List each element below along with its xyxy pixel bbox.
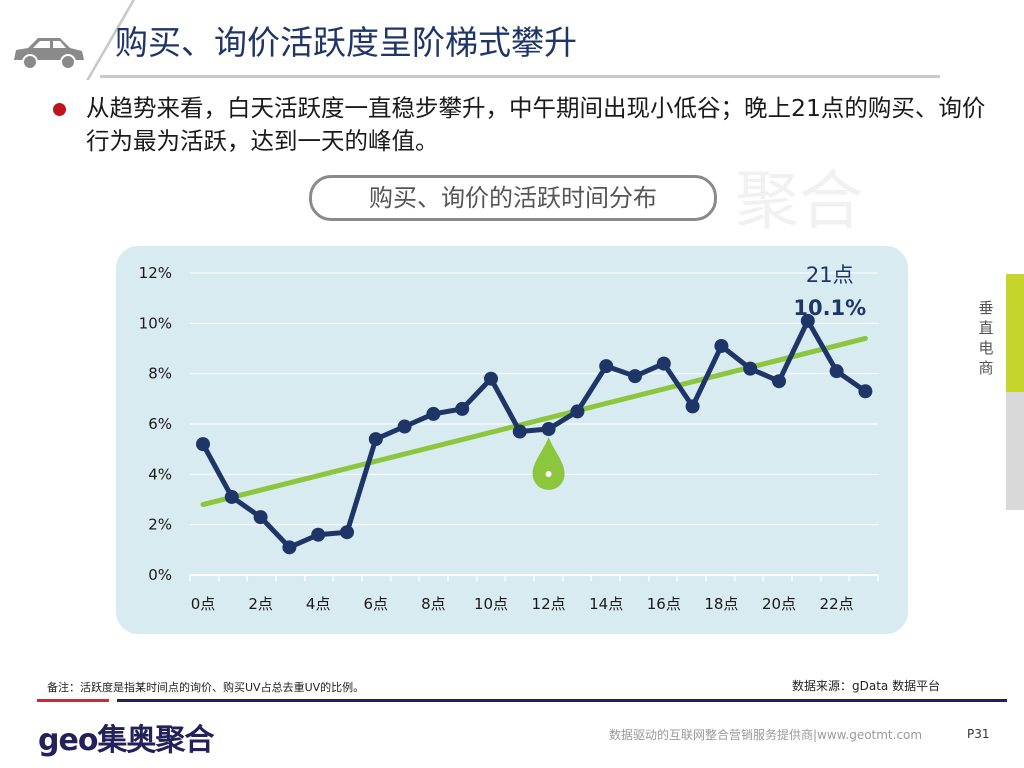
- drop-icon: [532, 437, 565, 490]
- data-source: 数据来源：gData 数据平台: [792, 679, 941, 693]
- data-point: [685, 399, 700, 414]
- data-point: [599, 359, 614, 374]
- x-tick-label: 2点: [248, 595, 273, 613]
- data-point: [196, 437, 210, 452]
- data-point: [282, 540, 297, 555]
- data-point: [800, 313, 815, 328]
- x-tick-label: 22点: [820, 595, 854, 613]
- side-tab[interactable]: [1006, 392, 1024, 510]
- car-icon: [14, 38, 84, 70]
- y-tick-label: 12%: [139, 264, 172, 282]
- bullet-icon: [53, 103, 66, 116]
- side-tab-label: 垂直电商: [978, 299, 994, 377]
- data-point: [714, 338, 729, 353]
- data-point: [311, 527, 326, 542]
- x-tick-label: 18点: [704, 595, 738, 613]
- data-point: [340, 525, 354, 540]
- x-tick-label: 10点: [474, 595, 508, 613]
- series-line: [200, 318, 867, 550]
- x-tick-label: 0点: [191, 595, 216, 613]
- x-tick-label: 4点: [306, 595, 331, 613]
- watermark: 聚合: [735, 165, 863, 239]
- footer-line-navy: [117, 699, 1007, 702]
- page-title: 购买、询价活跃度呈阶梯式攀升: [115, 23, 577, 62]
- data-point: [512, 424, 527, 439]
- data-point: [397, 419, 412, 434]
- slogan: 数据驱动的互联网整合营销服务提供商|www.geotmt.com: [609, 728, 923, 742]
- chart-panel: [116, 246, 908, 634]
- data-point: [253, 510, 268, 525]
- y-tick-label: 8%: [148, 365, 172, 383]
- page-number: P31: [967, 727, 990, 741]
- annotation-value: 10.1%: [793, 296, 866, 320]
- header-underline: [100, 75, 940, 78]
- data-point: [224, 489, 239, 504]
- x-tick-label: 6点: [364, 595, 389, 613]
- logo: geo集奥聚合: [38, 723, 214, 758]
- y-tick-label: 0%: [148, 566, 172, 584]
- drop-dot: [545, 471, 552, 477]
- data-point: [829, 364, 844, 379]
- x-tick-label: 12点: [532, 595, 566, 613]
- y-tick-label: 6%: [148, 415, 172, 433]
- footer-line-red: [37, 699, 109, 702]
- x-tick-label: 20点: [762, 595, 796, 613]
- annotation-label: 21点: [806, 263, 854, 287]
- side-tab-active[interactable]: [1006, 274, 1024, 392]
- x-tick-label: 14点: [589, 595, 623, 613]
- data-point: [455, 401, 470, 416]
- data-point: [743, 361, 758, 376]
- y-tick-label: 4%: [148, 465, 172, 483]
- y-tick-label: 2%: [148, 516, 172, 534]
- data-point: [484, 371, 498, 386]
- data-point: [628, 369, 642, 384]
- y-tick-label: 10%: [139, 314, 172, 332]
- data-point: [570, 404, 585, 419]
- x-tick-label: 16点: [647, 595, 681, 613]
- x-tick-label: 8点: [421, 595, 446, 613]
- data-point: [772, 374, 786, 389]
- data-point: [656, 356, 671, 371]
- chart-title: 购买、询价的活跃时间分布: [309, 175, 717, 221]
- data-point: [858, 384, 873, 399]
- data-point: [426, 406, 441, 421]
- data-point: [368, 432, 383, 447]
- footnote: 备注：活跃度是指某时间点的询价、购买UV占总去重UV的比例。: [47, 681, 365, 694]
- description: 从趋势来看，白天活跃度一直稳步攀升，中午期间出现小低谷；晚上21点的购买、询价行…: [86, 94, 986, 155]
- data-point: [541, 422, 556, 437]
